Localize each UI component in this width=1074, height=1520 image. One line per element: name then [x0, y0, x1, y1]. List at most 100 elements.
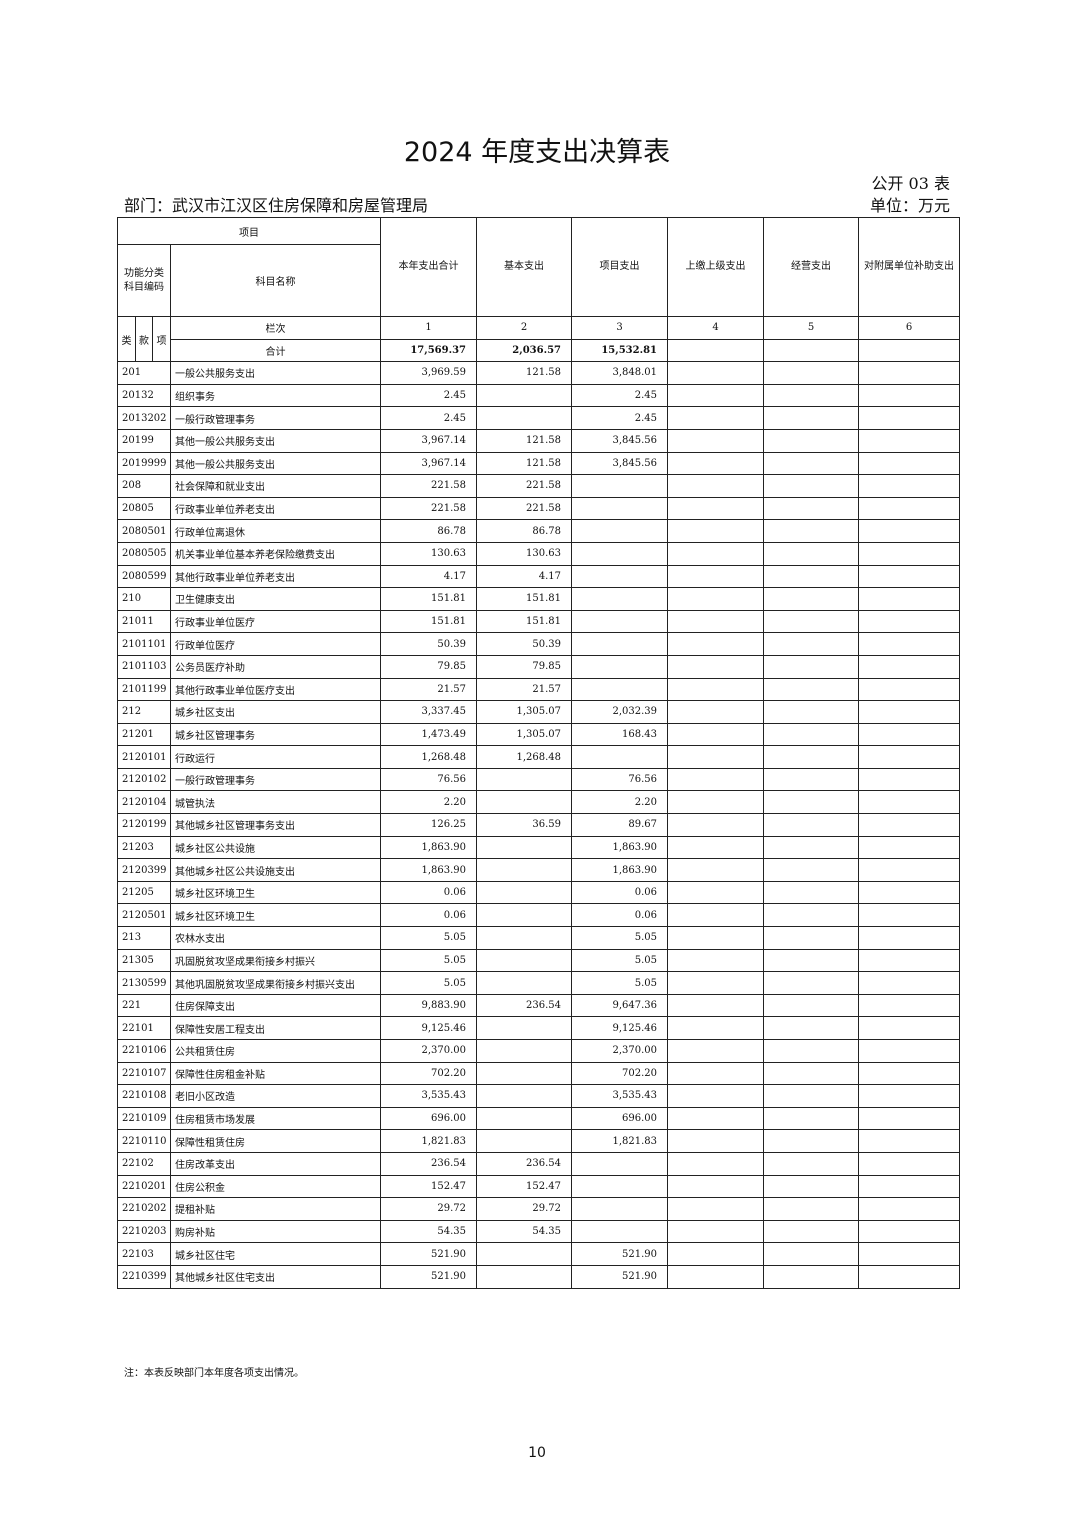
table-row: 2120104 城管执法 2.20 2.20 [117, 790, 960, 815]
subject-name: 城乡社区管理事务 [170, 722, 381, 747]
amount-cell [763, 767, 859, 792]
subject-name: 城乡社区公共设施 [170, 835, 381, 860]
amount-cell [763, 361, 859, 385]
amount-cell [476, 1084, 572, 1108]
amount-cell [667, 1016, 764, 1040]
amount-cell: 29.72 [476, 1197, 572, 1221]
amount-cell [667, 858, 764, 882]
amount-cell [763, 700, 859, 724]
table-row: 21201 城乡社区管理事务 1,473.49 1,305.07 168.43 [117, 722, 960, 747]
table-row: 2101103 公务员医疗补助 79.85 79.85 [117, 654, 960, 679]
table-row: 213 农林水支出 5.05 5.05 [117, 926, 960, 950]
amount-cell: 121.58 [476, 361, 572, 385]
subject-name: 行政单位医疗 [170, 632, 381, 656]
amount-cell [763, 993, 859, 1018]
subject-name: 其他行政事业单位养老支出 [170, 564, 381, 589]
subject-code: 2101103 [117, 654, 171, 679]
amount-cell [858, 790, 960, 815]
subject-name: 农林水支出 [170, 926, 381, 950]
amount-cell: 2,370.00 [380, 1039, 477, 1063]
amount-cell [667, 993, 764, 1018]
amount-cell [763, 609, 859, 634]
subject-code: 221 [117, 993, 171, 1018]
amount-cell [667, 971, 764, 995]
subject-name: 保障性安居工程支出 [170, 1016, 381, 1040]
amount-cell [667, 790, 764, 815]
amount-cell [763, 654, 859, 679]
table-row: 21011 行政事业单位医疗 151.81 151.81 [117, 609, 960, 634]
subject-code: 2120399 [117, 858, 171, 882]
subject-name: 行政运行 [170, 745, 381, 769]
table-row: 20199 其他一般公共服务支出 3,967.14 121.58 3,845.56 [117, 428, 960, 453]
subject-code: 21203 [117, 835, 171, 860]
amount-cell: 221.58 [476, 474, 572, 498]
amount-cell [667, 383, 764, 408]
amount-cell [763, 1264, 859, 1289]
amount-cell [476, 880, 572, 905]
table-row: 2013202 一般行政管理事务 2.45 2.45 [117, 406, 960, 430]
amount-cell [763, 722, 859, 747]
subject-code: 2210109 [117, 1106, 171, 1131]
amount-cell: 151.81 [476, 587, 572, 611]
amount-cell: 126.25 [380, 813, 477, 837]
amount-cell: 3,337.45 [380, 700, 477, 724]
table-row: 2101199 其他行政事业单位医疗支出 21.57 21.57 [117, 677, 960, 702]
amount-cell [858, 1151, 960, 1176]
subject-name: 城乡社区环境卫生 [170, 903, 381, 928]
amount-cell [763, 790, 859, 815]
amount-cell [667, 587, 764, 611]
amount-cell [763, 428, 859, 453]
amount-cell: 54.35 [476, 1219, 572, 1244]
amount-cell [858, 587, 960, 611]
amount-cell [858, 1174, 960, 1199]
amount-cell [858, 813, 960, 837]
amount-cell [667, 564, 764, 589]
amount-cell [763, 1174, 859, 1199]
amount-cell: 121.58 [476, 451, 572, 476]
amount-cell [858, 1129, 960, 1153]
table-row: 21205 城乡社区环境卫生 0.06 0.06 [117, 880, 960, 905]
amount-cell [858, 745, 960, 769]
subject-name: 组织事务 [170, 383, 381, 408]
total-value: 2,036.57 [476, 338, 572, 363]
amount-cell: 5.05 [380, 971, 477, 995]
amount-cell [667, 451, 764, 476]
amount-cell [571, 609, 668, 634]
amount-cell: 36.59 [476, 813, 572, 837]
amount-cell [476, 1016, 572, 1040]
amount-cell: 1,473.49 [380, 722, 477, 747]
unit-label: 单位：万元 [869, 196, 950, 215]
subject-name: 卫生健康支出 [170, 587, 381, 611]
subject-name: 保障性租赁住房 [170, 1129, 381, 1153]
table-row: 2210399 其他城乡社区住宅支出 521.90 521.90 [117, 1264, 960, 1289]
amount-cell [667, 609, 764, 634]
amount-cell: 0.06 [380, 880, 477, 905]
amount-cell [763, 1039, 859, 1063]
amount-cell: 3,535.43 [571, 1084, 668, 1108]
amount-cell [667, 677, 764, 702]
amount-cell [571, 632, 668, 656]
table-row: 2019999 其他一般公共服务支出 3,967.14 121.58 3,845.56 [117, 451, 960, 476]
amount-cell [571, 654, 668, 679]
amount-cell: 9,125.46 [380, 1016, 477, 1040]
amount-cell [763, 451, 859, 476]
subject-code: 2210399 [117, 1264, 171, 1289]
amount-cell: 3,967.14 [380, 428, 477, 453]
table-row: 2101101 行政单位医疗 50.39 50.39 [117, 632, 960, 656]
amount-cell [858, 609, 960, 634]
subject-name: 行政事业单位养老支出 [170, 496, 381, 521]
amount-cell [667, 1039, 764, 1063]
amount-cell [763, 519, 859, 543]
amount-cell [858, 474, 960, 498]
code-header: 功能分类科目编码 [117, 244, 171, 317]
subject-name: 其他一般公共服务支出 [170, 428, 381, 453]
subject-name: 提租补贴 [170, 1197, 381, 1221]
amount-cell [476, 1061, 572, 1086]
total-value [858, 338, 960, 363]
amount-cell [858, 1242, 960, 1266]
amount-cell: 29.72 [380, 1197, 477, 1221]
table-row: 22103 城乡社区住宅 521.90 521.90 [117, 1242, 960, 1266]
amount-cell [763, 383, 859, 408]
subject-code: 2210110 [117, 1129, 171, 1153]
amount-cell [476, 1264, 572, 1289]
